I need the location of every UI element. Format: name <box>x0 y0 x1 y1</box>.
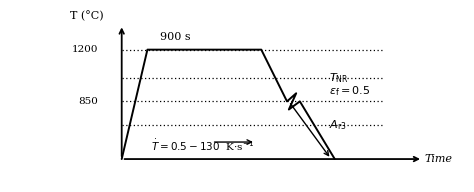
Text: T (°C): T (°C) <box>70 11 104 22</box>
Text: Time: Time <box>425 154 453 164</box>
Text: 850: 850 <box>78 97 98 106</box>
Text: $A_{\mathrm{r3}}$: $A_{\mathrm{r3}}$ <box>329 118 347 132</box>
Text: $T_{\mathrm{NR}}$: $T_{\mathrm{NR}}$ <box>329 71 349 85</box>
Text: $\varepsilon_{\mathrm{f}} = 0.5$: $\varepsilon_{\mathrm{f}} = 0.5$ <box>329 84 371 98</box>
Text: $\dot{T} = 0.5 - 130$  K·s$^{-1}$: $\dot{T} = 0.5 - 130$ K·s$^{-1}$ <box>151 138 255 153</box>
Text: 1200: 1200 <box>71 45 98 54</box>
Text: 900 s: 900 s <box>160 31 190 41</box>
